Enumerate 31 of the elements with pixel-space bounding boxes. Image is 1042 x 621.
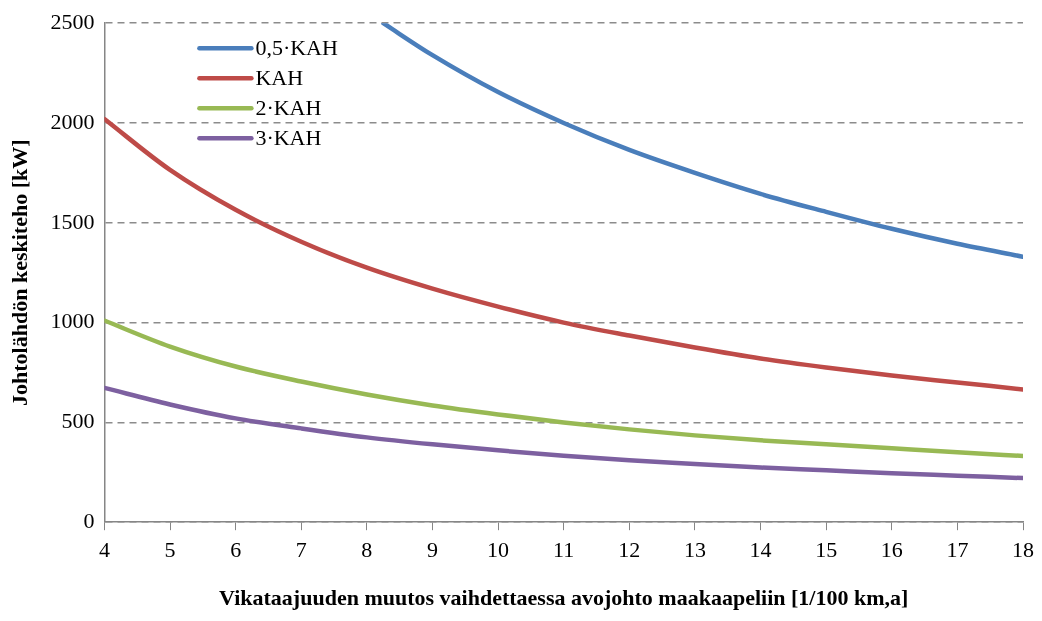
x-tick-label: 12: [618, 537, 641, 563]
legend-label: 2·KAH: [255, 94, 322, 120]
x-tick-label: 7: [295, 537, 307, 563]
y-tick-label: 500: [61, 408, 95, 434]
line-series: [104, 116, 1023, 392]
y-tick-label: 0: [83, 507, 95, 533]
x-tick-label: 18: [1012, 537, 1034, 563]
x-tick-label: 17: [946, 537, 969, 563]
legend-label: 3·KAH: [255, 124, 322, 150]
y-tick-label: 1500: [50, 208, 95, 234]
x-tick-label: 16: [880, 537, 903, 563]
x-tick-label: 11: [553, 537, 575, 563]
legend-label: KAH: [255, 64, 304, 90]
x-tick-label: 6: [230, 537, 242, 563]
x-axis-title: Vikataajuuden muutos vaihdettaessa avojohto maakaapeliin [1/100 km,a]: [219, 585, 909, 611]
legend-label: 0,5·KAH: [255, 34, 338, 60]
x-tick-label: 15: [815, 537, 838, 563]
x-tick-label: 10: [487, 537, 510, 563]
x-tick-label: 8: [361, 537, 373, 563]
x-tick-label: 13: [683, 537, 706, 563]
line-series: [381, 23, 1023, 259]
y-tick-label: 2000: [50, 108, 95, 134]
x-tick-label: 14: [749, 537, 772, 563]
x-tick-label: 4: [98, 537, 110, 563]
x-tick-label: 9: [426, 537, 438, 563]
line-series: [104, 318, 1023, 459]
y-tick-label: 1000: [50, 308, 95, 334]
x-tick-label: 5: [164, 537, 176, 563]
line-series: [104, 385, 1023, 481]
y-tick-label: 2500: [50, 8, 95, 34]
y-axis-title: Johtolähdön keskiteho [kW]: [6, 139, 32, 406]
